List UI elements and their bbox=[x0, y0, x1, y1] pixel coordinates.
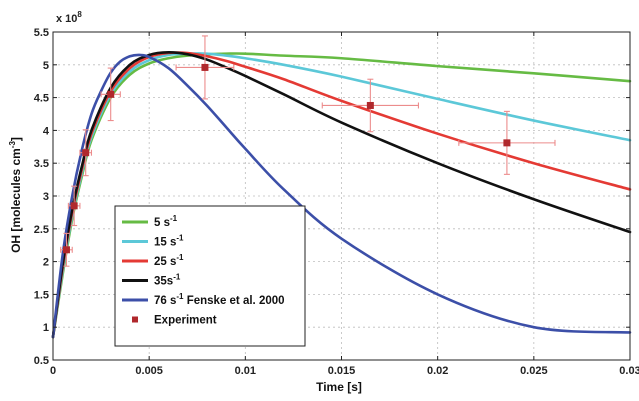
experiment-marker bbox=[70, 202, 78, 210]
experiment-marker bbox=[82, 149, 90, 157]
y-multiplier-exponent: 8 bbox=[77, 10, 82, 19]
experiment-marker bbox=[503, 139, 511, 147]
legend-label-3: 25 s-1 bbox=[154, 253, 184, 268]
y-tick-label: 1.5 bbox=[34, 289, 49, 301]
y-tick-label: 4 bbox=[43, 125, 50, 137]
x-axis-label: Time [s] bbox=[316, 380, 362, 394]
y-axis-label-end: ] bbox=[9, 137, 23, 141]
legend: 5 s-1 15 s-1 25 s-1 35s-1 76 s-1 Fenske et a… bbox=[114, 205, 306, 347]
y-tick-label: 5.5 bbox=[34, 27, 49, 39]
x-tick-label: 0 bbox=[50, 365, 56, 377]
series-line-5 bbox=[51, 53, 632, 339]
y-tick-label: 2 bbox=[43, 257, 49, 269]
series-lines bbox=[51, 51, 632, 339]
legend-swatch-experiment bbox=[132, 316, 138, 323]
y-multiplier-label: x 108 bbox=[56, 10, 82, 25]
y-tick-label: 3.5 bbox=[34, 158, 49, 170]
y-tick-label: 3 bbox=[43, 191, 49, 203]
y-tick-label: 1 bbox=[43, 322, 49, 334]
y-tick-label: 2.5 bbox=[34, 224, 49, 236]
x-tick-label: 0.01 bbox=[235, 365, 256, 377]
x-tick-label: 0.005 bbox=[135, 365, 163, 377]
experiment-marker bbox=[366, 101, 374, 109]
legend-label-4: 35s-1 bbox=[154, 273, 181, 288]
experiment-marker bbox=[107, 90, 115, 98]
y-tick-label: 0.5 bbox=[34, 355, 49, 367]
y-axis-label: OH [molecules cm-3] bbox=[8, 137, 23, 253]
legend-entries: 5 s-1 15 s-1 25 s-1 35s-1 76 s-1 Fenske et a… bbox=[122, 214, 285, 327]
legend-box bbox=[114, 205, 306, 347]
legend-label-experiment: Experiment bbox=[154, 315, 217, 327]
experiment-markers bbox=[62, 63, 511, 254]
x-axis-ticks: 0 0.005 0.01 0.015 0.02 0.025 0.03 bbox=[50, 32, 639, 377]
y-tick-label: 4.5 bbox=[34, 93, 49, 105]
x-tick-label: 0.015 bbox=[328, 365, 356, 377]
experiment-marker bbox=[62, 246, 70, 254]
y-tick-label: 5 bbox=[43, 60, 49, 72]
legend-label-2: 15 s-1 bbox=[154, 234, 184, 249]
x-tick-label: 0.025 bbox=[520, 365, 548, 377]
legend-label-1: 5 s-1 bbox=[154, 214, 178, 229]
y-axis-label-exponent: -3 bbox=[8, 141, 17, 149]
legend-label-5: 76 s-1 Fenske et al. 2000 bbox=[154, 292, 285, 307]
experiment-marker bbox=[201, 63, 209, 71]
series-line-4 bbox=[51, 51, 632, 339]
x-tick-label: 0.02 bbox=[427, 365, 448, 377]
y-axis-ticks: 0.5 1 1.5 2 2.5 3 3.5 4 4.5 5 5.5 bbox=[34, 27, 630, 367]
x-tick-label: 0.03 bbox=[619, 365, 639, 377]
